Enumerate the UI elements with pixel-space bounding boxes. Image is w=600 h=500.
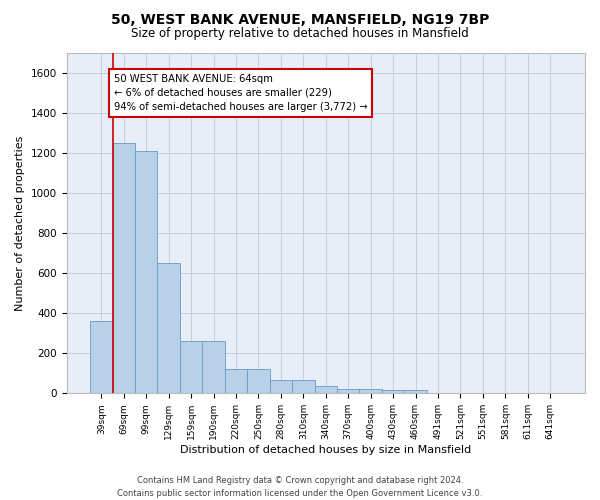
Bar	[314, 386, 337, 394]
Bar	[382, 390, 404, 394]
Bar	[225, 370, 247, 394]
Bar	[113, 142, 135, 394]
Bar	[337, 390, 359, 394]
Text: Size of property relative to detached houses in Mansfield: Size of property relative to detached ho…	[131, 28, 469, 40]
Bar	[135, 150, 157, 394]
Bar	[157, 263, 180, 394]
Bar	[404, 390, 427, 394]
X-axis label: Distribution of detached houses by size in Mansfield: Distribution of detached houses by size …	[180, 445, 472, 455]
Bar	[269, 380, 292, 394]
Bar	[90, 321, 113, 394]
Bar	[292, 380, 314, 394]
Bar	[202, 341, 225, 394]
Bar	[180, 341, 202, 394]
Text: 50, WEST BANK AVENUE, MANSFIELD, NG19 7BP: 50, WEST BANK AVENUE, MANSFIELD, NG19 7B…	[111, 12, 489, 26]
Y-axis label: Number of detached properties: Number of detached properties	[15, 135, 25, 310]
Bar	[359, 390, 382, 394]
Bar	[247, 370, 269, 394]
Text: 50 WEST BANK AVENUE: 64sqm
← 6% of detached houses are smaller (229)
94% of semi: 50 WEST BANK AVENUE: 64sqm ← 6% of detac…	[113, 74, 367, 112]
Text: Contains HM Land Registry data © Crown copyright and database right 2024.
Contai: Contains HM Land Registry data © Crown c…	[118, 476, 482, 498]
